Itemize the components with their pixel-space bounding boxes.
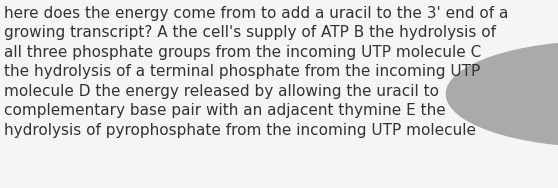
- Text: here does the energy come from to add a uracil to the 3' end of a
growing transc: here does the energy come from to add a …: [4, 6, 509, 138]
- Circle shape: [446, 41, 558, 147]
